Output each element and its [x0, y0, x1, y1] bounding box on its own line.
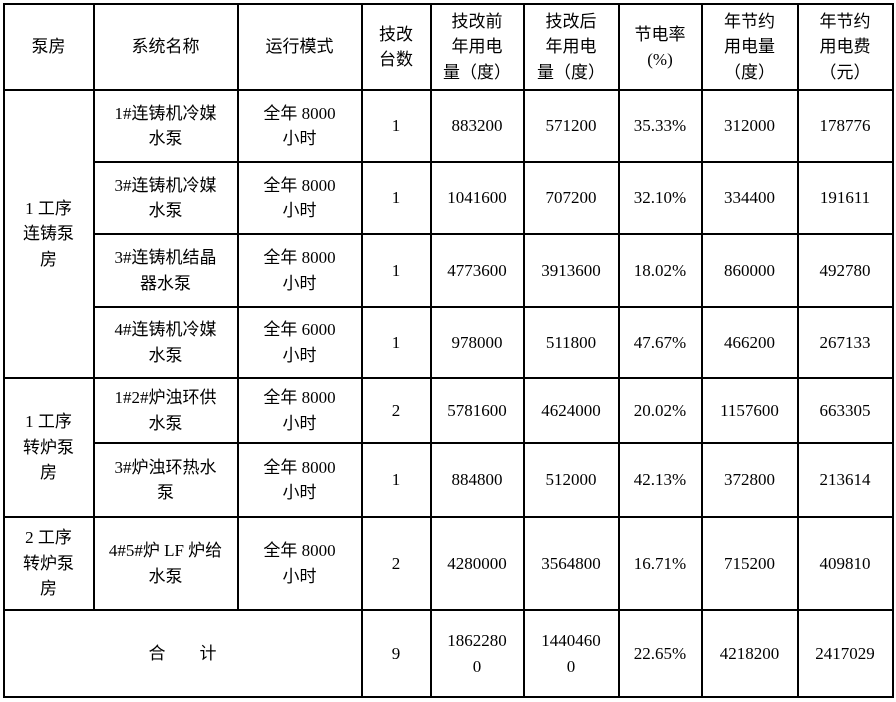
col-header-system-name: 系统名称	[92, 3, 239, 91]
system-cell: 1#2#炉浊环供 水泵	[92, 377, 239, 444]
col-header-annual-saved-energy: 年节约 用电量 （度）	[700, 3, 799, 91]
rate-cell: 16.71%	[617, 516, 703, 611]
saving-kwh-cell: 334400	[700, 161, 799, 235]
pump-house-group-cell: 2 工序 转炉泵 房	[2, 516, 95, 611]
units-cell: 2	[360, 377, 432, 444]
total-label-cell: 合 计	[2, 609, 363, 698]
saving-kwh-cell: 715200	[700, 516, 799, 611]
before-cell: 5781600	[429, 377, 525, 444]
saving-fee-cell: 492780	[796, 233, 894, 308]
mode-cell: 全年 8000 小时	[236, 89, 363, 163]
col-header-after-consumption: 技改后 年用电 量（度）	[522, 3, 620, 91]
units-cell: 1	[360, 233, 432, 308]
after-cell: 511800	[522, 306, 620, 379]
saving-fee-cell: 267133	[796, 306, 894, 379]
col-header-before-consumption: 技改前 年用电 量（度）	[429, 3, 525, 91]
system-cell: 4#5#炉 LF 炉给 水泵	[92, 516, 239, 611]
col-header-run-mode: 运行模式	[236, 3, 363, 91]
saving-fee-cell: 663305	[796, 377, 894, 444]
rate-cell: 32.10%	[617, 161, 703, 235]
system-cell: 3#炉浊环热水 泵	[92, 442, 239, 518]
saving-fee-cell: 213614	[796, 442, 894, 518]
units-cell: 1	[360, 161, 432, 235]
saving-kwh-cell: 372800	[700, 442, 799, 518]
total-units-cell: 9	[360, 609, 432, 698]
before-cell: 4280000	[429, 516, 525, 611]
table-row: 1 工序 连铸泵 房 1#连铸机冷媒 水泵 全年 8000 小时 1 88320…	[2, 89, 894, 379]
total-after-cell: 14404600	[522, 609, 620, 698]
col-header-pump-house: 泵房	[2, 3, 95, 91]
before-cell: 978000	[429, 306, 525, 379]
rate-cell: 20.02%	[617, 377, 703, 444]
mode-cell: 全年 8000 小时	[236, 161, 363, 235]
table-row: 1 工序 转炉泵 房 1#2#炉浊环供 水泵 全年 8000 小时 2 5781…	[2, 377, 894, 518]
total-before-value: 18622800	[447, 631, 507, 676]
table-row: 2 工序 转炉泵 房 4#5#炉 LF 炉给 水泵 全年 8000 小时 2 4…	[2, 516, 894, 611]
after-cell: 4624000	[522, 377, 620, 444]
saving-fee-cell: 409810	[796, 516, 894, 611]
mode-cell: 全年 8000 小时	[236, 516, 363, 611]
saving-kwh-cell: 466200	[700, 306, 799, 379]
total-rate-cell: 22.65%	[617, 609, 703, 698]
col-header-saving-rate: 节电率 (%)	[617, 3, 703, 91]
table-row: 3#连铸机结晶 器水泵 全年 8000 小时 1 4773600 3913600…	[4, 233, 894, 308]
table-row: 3#炉浊环热水 泵 全年 8000 小时 1 884800 512000 42.…	[4, 442, 894, 518]
saving-kwh-cell: 1157600	[700, 377, 799, 444]
saving-fee-cell: 178776	[796, 89, 894, 163]
mode-cell: 全年 8000 小时	[236, 377, 363, 444]
total-after-value: 14404600	[541, 631, 601, 676]
before-cell: 1041600	[429, 161, 525, 235]
mode-cell: 全年 8000 小时	[236, 442, 363, 518]
pump-house-group-cell: 1 工序 转炉泵 房	[2, 377, 95, 518]
pump-house-group-cell: 1 工序 连铸泵 房	[2, 89, 95, 379]
mode-cell: 全年 8000 小时	[236, 233, 363, 308]
system-cell: 3#连铸机结晶 器水泵	[92, 233, 239, 308]
units-cell: 1	[360, 442, 432, 518]
system-cell: 4#连铸机冷媒 水泵	[92, 306, 239, 379]
col-header-annual-saved-fee: 年节约 用电费 （元）	[796, 3, 894, 91]
units-cell: 2	[360, 516, 432, 611]
after-cell: 512000	[522, 442, 620, 518]
after-cell: 707200	[522, 161, 620, 235]
rate-cell: 35.33%	[617, 89, 703, 163]
total-row: 合 计 9 18622800 14404600 22.65% 4218200 2…	[2, 609, 894, 698]
saving-kwh-cell: 312000	[700, 89, 799, 163]
table-row: 4#连铸机冷媒 水泵 全年 6000 小时 1 978000 511800 47…	[4, 306, 894, 379]
before-cell: 884800	[429, 442, 525, 518]
after-cell: 3564800	[522, 516, 620, 611]
saving-fee-cell: 191611	[796, 161, 894, 235]
system-cell: 1#连铸机冷媒 水泵	[92, 89, 239, 163]
table-row: 3#连铸机冷媒 水泵 全年 8000 小时 1 1041600 707200 3…	[4, 161, 894, 235]
total-saving-fee-cell: 2417029	[796, 609, 894, 698]
after-cell: 571200	[522, 89, 620, 163]
rate-cell: 42.13%	[617, 442, 703, 518]
units-cell: 1	[360, 89, 432, 163]
mode-cell: 全年 6000 小时	[236, 306, 363, 379]
units-cell: 1	[360, 306, 432, 379]
saving-kwh-cell: 860000	[700, 233, 799, 308]
total-saving-kwh-cell: 4218200	[700, 609, 799, 698]
col-header-retrofit-units: 技改 台数	[360, 3, 432, 91]
header-row: 泵房 系统名称 运行模式 技改 台数 技改前 年用电 量（度） 技改后 年用电 …	[2, 3, 894, 91]
before-cell: 4773600	[429, 233, 525, 308]
after-cell: 3913600	[522, 233, 620, 308]
system-cell: 3#连铸机冷媒 水泵	[92, 161, 239, 235]
rate-cell: 47.67%	[617, 306, 703, 379]
rate-cell: 18.02%	[617, 233, 703, 308]
total-before-cell: 18622800	[429, 609, 525, 698]
energy-saving-table: 泵房 系统名称 运行模式 技改 台数 技改前 年用电 量（度） 技改后 年用电 …	[2, 3, 894, 698]
before-cell: 883200	[429, 89, 525, 163]
